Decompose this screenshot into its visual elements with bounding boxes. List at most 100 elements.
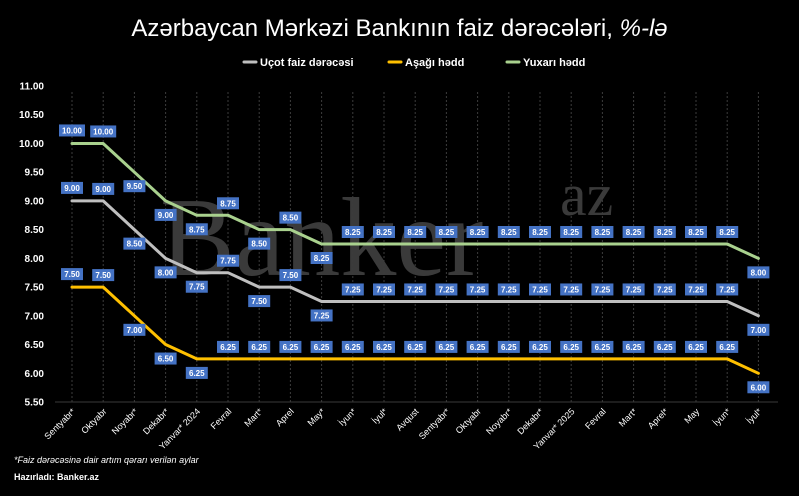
data-label-box [185, 366, 208, 379]
data-label: 6.25 [685, 340, 707, 353]
data-label: 8.25 [435, 226, 458, 238]
data-label-text: 7.25 [532, 285, 548, 294]
data-label: 8.25 [622, 226, 645, 238]
data-label-box [217, 254, 239, 267]
data-label: 8.25 [529, 226, 551, 238]
data-label: 6.25 [497, 340, 520, 353]
data-label: 7.50 [92, 269, 115, 282]
data-label-text: 7.75 [189, 283, 205, 292]
data-label-text: 10.00 [62, 126, 83, 135]
data-label-box [622, 226, 645, 238]
data-label-box [435, 340, 458, 353]
data-label: 8.75 [217, 197, 239, 210]
y-axis: 5.50 6.00 6.50 7.00 7.50 8.00 8.50 9.00 9.50 10.0… [19, 82, 44, 409]
data-label: 8.50 [279, 211, 302, 224]
y-tick-label: 6.50 [25, 340, 45, 351]
data-label-box [716, 340, 739, 353]
data-label: 10.00 [90, 125, 117, 138]
data-label-box [248, 295, 271, 308]
data-label: 6.25 [404, 340, 427, 353]
legend-item: Yuxarı hədd [505, 57, 585, 69]
data-label-text: 8.25 [376, 228, 392, 237]
data-label-box [404, 226, 427, 238]
chart-title: Azərbaycan Mərkəzi Bankının faiz dərəcəl… [131, 15, 667, 42]
data-label-box [404, 340, 427, 353]
data-label-text: 6.25 [563, 343, 579, 352]
data-label-text: 6.25 [719, 343, 735, 352]
data-label-text: 8.50 [251, 240, 267, 249]
data-label-box [279, 340, 302, 353]
data-label-box [279, 269, 302, 282]
chart-title-suffix: %-lə [620, 15, 668, 42]
data-label-text: 9.00 [158, 211, 174, 220]
data-label-text: 7.50 [95, 271, 111, 280]
legend: Uçot faiz dərəcəsi Aşağı hədd Yuxarı hədd [242, 57, 585, 69]
data-label-box [685, 340, 707, 353]
data-label-text: 6.25 [688, 343, 704, 352]
watermark: Banker az [160, 162, 613, 300]
data-label-text: 6.25 [345, 343, 361, 352]
data-label-text: 8.50 [283, 214, 299, 223]
data-label-box [497, 226, 520, 238]
data-label-text: 7.25 [595, 285, 611, 294]
data-label: 8.25 [497, 226, 520, 238]
data-label: 8.25 [685, 226, 707, 238]
data-label: 7.25 [716, 283, 739, 296]
data-label-text: 6.00 [751, 383, 767, 392]
data-label: 7.50 [61, 268, 83, 281]
data-label-box [341, 226, 364, 238]
data-label-text: 8.25 [407, 228, 423, 237]
data-label-box [185, 280, 208, 293]
data-label-box [373, 283, 395, 296]
data-label-text: 7.25 [407, 285, 423, 294]
data-label-text: 8.25 [501, 228, 517, 237]
data-label-box [217, 340, 239, 353]
data-label: 8.25 [591, 226, 614, 238]
data-label-box [123, 180, 146, 193]
data-label: 7.25 [591, 283, 614, 296]
data-label-text: 6.25 [220, 343, 236, 352]
data-label-text: 7.25 [719, 285, 735, 294]
data-label-text: 6.25 [283, 343, 299, 352]
data-label-text: 8.00 [158, 268, 174, 277]
data-label-text: 8.25 [595, 228, 611, 237]
data-labels: 9.00 9.00 8.50 8.00 7.75 7.75 7.50 7.50 7.25 7.25… [59, 124, 770, 394]
data-label-text: 8.25 [688, 228, 704, 237]
data-label-text: 7.50 [283, 271, 299, 280]
data-label-text: 8.25 [719, 228, 735, 237]
data-label-text: 7.75 [220, 257, 236, 266]
data-label-box [591, 340, 614, 353]
data-label-text: 7.25 [314, 311, 330, 320]
data-label-box [373, 340, 395, 353]
data-label-box [217, 197, 239, 210]
series-lines [70, 142, 760, 375]
data-label-text: 10.00 [93, 127, 114, 136]
data-label-box [685, 283, 707, 296]
data-label-text: 7.25 [501, 285, 517, 294]
legend-item: Aşağı hədd [387, 57, 464, 69]
data-label: 8.50 [248, 237, 271, 250]
data-label-text: 6.50 [158, 355, 174, 364]
legend-label: Uçot faiz dərəcəsi [260, 57, 354, 69]
data-label-text: 7.25 [376, 285, 392, 294]
data-label: 8.25 [373, 226, 395, 238]
data-label-text: 7.00 [751, 326, 767, 335]
data-label-box [529, 226, 551, 238]
data-label: 8.75 [185, 223, 208, 236]
data-label-box [497, 283, 520, 296]
data-label: 8.00 [747, 266, 770, 279]
data-label-text: 8.75 [220, 199, 236, 208]
data-label: 7.25 [404, 283, 427, 296]
data-label: 7.75 [185, 280, 208, 293]
data-label-box [123, 323, 146, 336]
data-label-text: 8.25 [470, 228, 486, 237]
data-label-box [466, 340, 489, 353]
data-label: 7.25 [685, 283, 707, 296]
data-label-text: 8.25 [314, 254, 330, 263]
data-label: 7.00 [747, 323, 770, 336]
data-label-box [529, 340, 551, 353]
y-tick-label: 10.50 [19, 110, 44, 121]
data-label-text: 7.50 [64, 270, 80, 279]
data-label: 7.25 [653, 283, 676, 296]
